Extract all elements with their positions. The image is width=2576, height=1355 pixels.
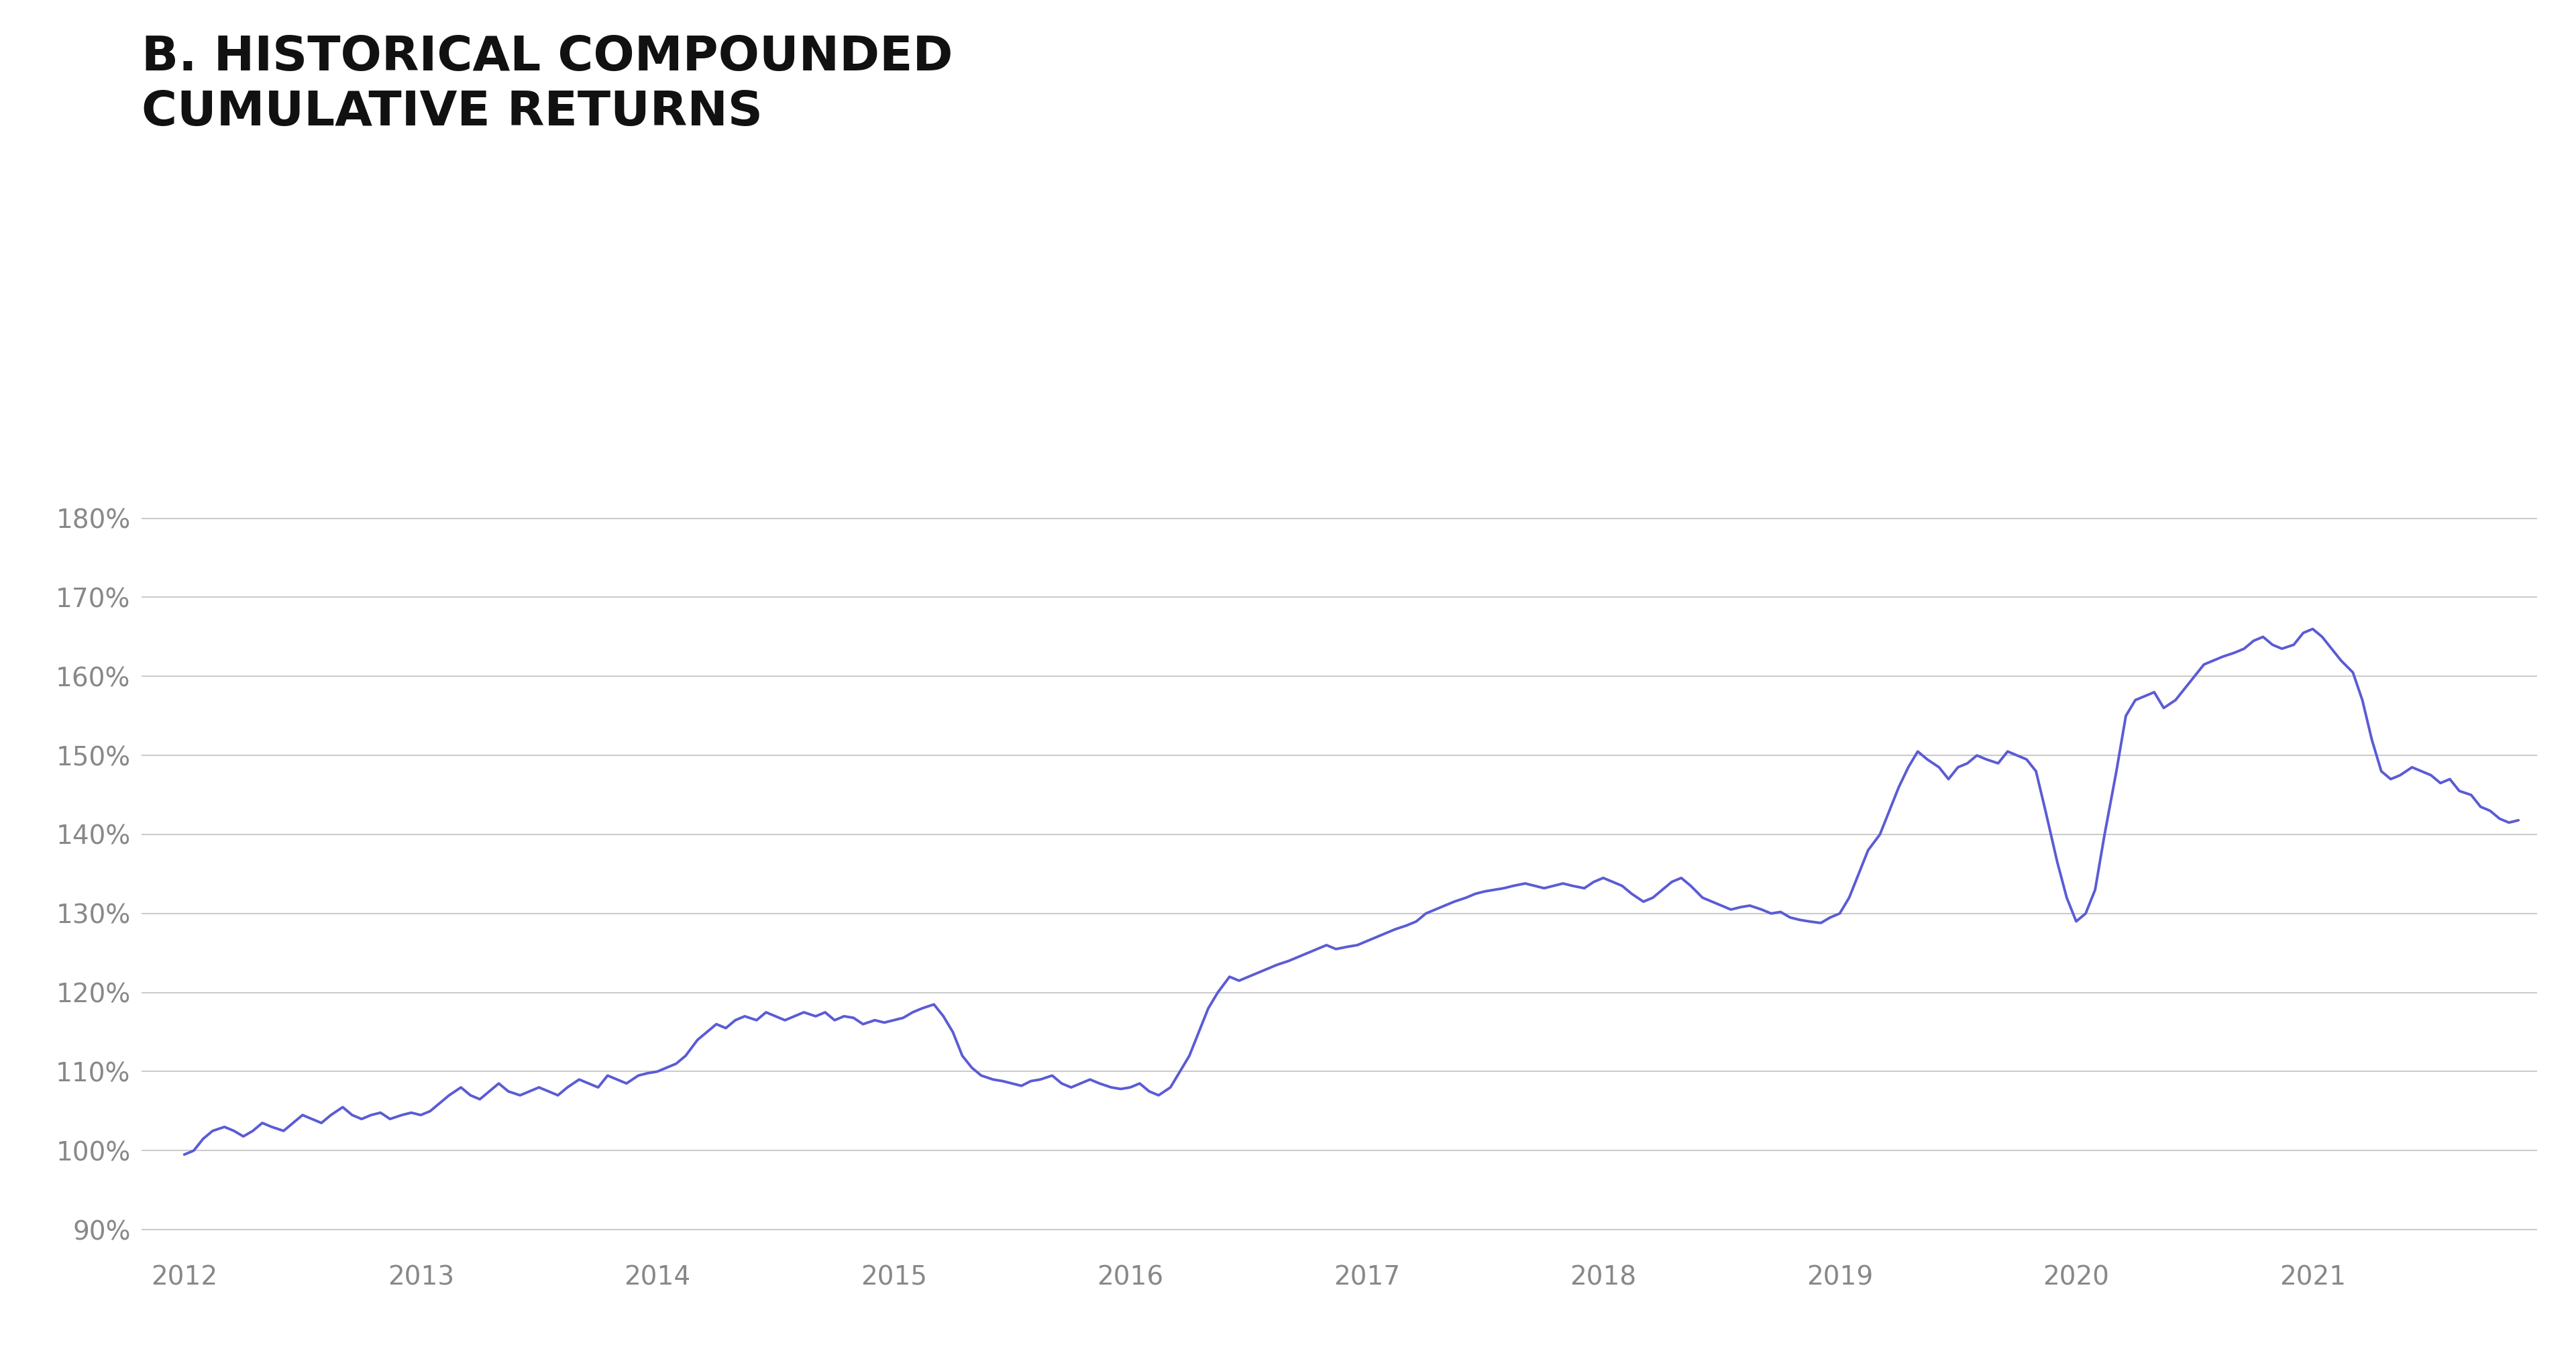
Text: B. HISTORICAL COMPOUNDED
CUMULATIVE RETURNS: B. HISTORICAL COMPOUNDED CUMULATIVE RETU…	[142, 34, 953, 136]
